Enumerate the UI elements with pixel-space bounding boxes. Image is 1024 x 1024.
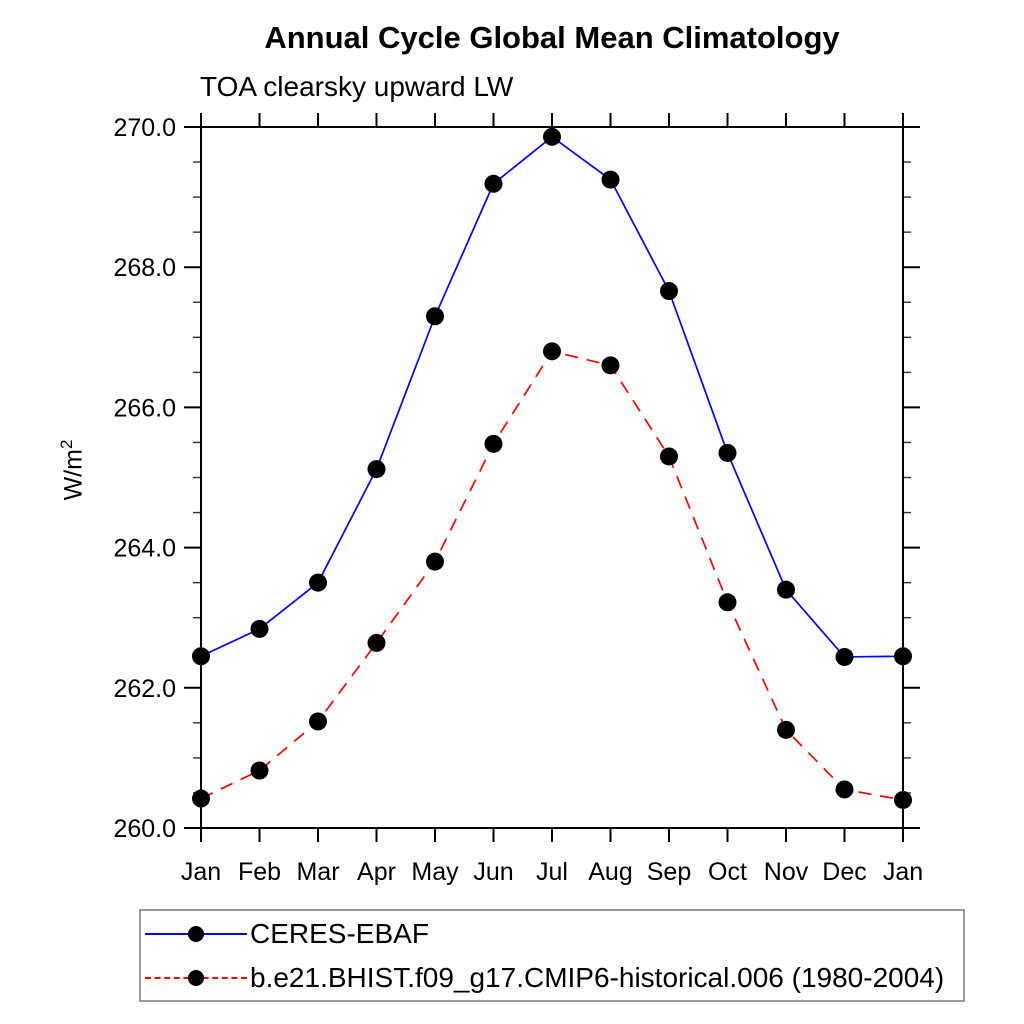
legend-sample-dashed-red [145,969,247,987]
x-tick-label: Feb [238,858,281,886]
legend-row-model: b.e21.BHIST.f09_g17.CMIP6-historical.006… [141,958,963,998]
x-tick-label: Mar [296,858,339,886]
x-tick-label: Oct [708,858,747,886]
data-point [835,780,854,799]
data-point [777,720,795,739]
data-point [894,647,912,666]
y-tick-label: 262.0 [113,675,176,703]
legend-label-model: b.e21.BHIST.f09_g17.CMIP6-historical.006… [250,961,945,993]
y-tick-label: 260.0 [113,815,176,843]
data-point [484,434,503,453]
chart-title: Annual Cycle Global Mean Climatology [264,20,840,55]
x-tick-label: Jan [883,858,923,886]
legend-label-ceres: CERES-EBAF [250,917,429,949]
data-point [835,647,854,666]
legend-sample-solid-blue [145,925,247,943]
data-point [367,460,386,479]
x-tick-label: Dec [822,858,866,886]
x-tick-label: Nov [764,858,809,886]
data-point [894,790,912,809]
x-tick-label: Jan [181,858,221,886]
data-point [192,789,210,808]
data-point [309,573,327,592]
series-line-1 [200,350,904,801]
legend: CERES-EBAF b.e21.BHIST.f09_g17.CMIP6-his… [139,909,965,1002]
y-tick-label: 264.0 [113,535,176,563]
data-point [718,593,737,612]
plot-frame [200,126,904,829]
chart-subtitle: TOA clearsky upward LW [200,71,514,102]
data-point [601,170,620,189]
data-point [660,447,678,466]
data-point [426,307,444,326]
x-tick-label: Apr [357,858,396,886]
x-tick-label: May [411,858,459,886]
x-tick-label: Jun [473,858,513,886]
y-tick-label: 270.0 [113,114,176,142]
data-point [426,552,444,571]
data-point [309,712,327,731]
data-point [250,761,269,780]
data-point [543,342,561,361]
black-dot-marker-icon [188,925,204,942]
y-tick-label: 266.0 [113,394,176,422]
data-point [484,174,503,193]
y-tick-label: 268.0 [113,254,176,282]
data-point [192,647,210,666]
series-line-0 [200,135,904,658]
data-point [660,282,678,301]
x-tick-label: Sep [647,858,691,886]
legend-row-ceres: CERES-EBAF [141,914,963,954]
black-dot-marker-icon [188,969,204,986]
data-point [601,356,620,375]
data-point [250,619,269,638]
data-point [718,443,737,462]
data-point [543,127,561,146]
x-tick-label: Aug [588,858,632,886]
data-point [777,580,795,599]
x-tick-label: Jul [536,858,568,886]
data-point [367,633,386,652]
